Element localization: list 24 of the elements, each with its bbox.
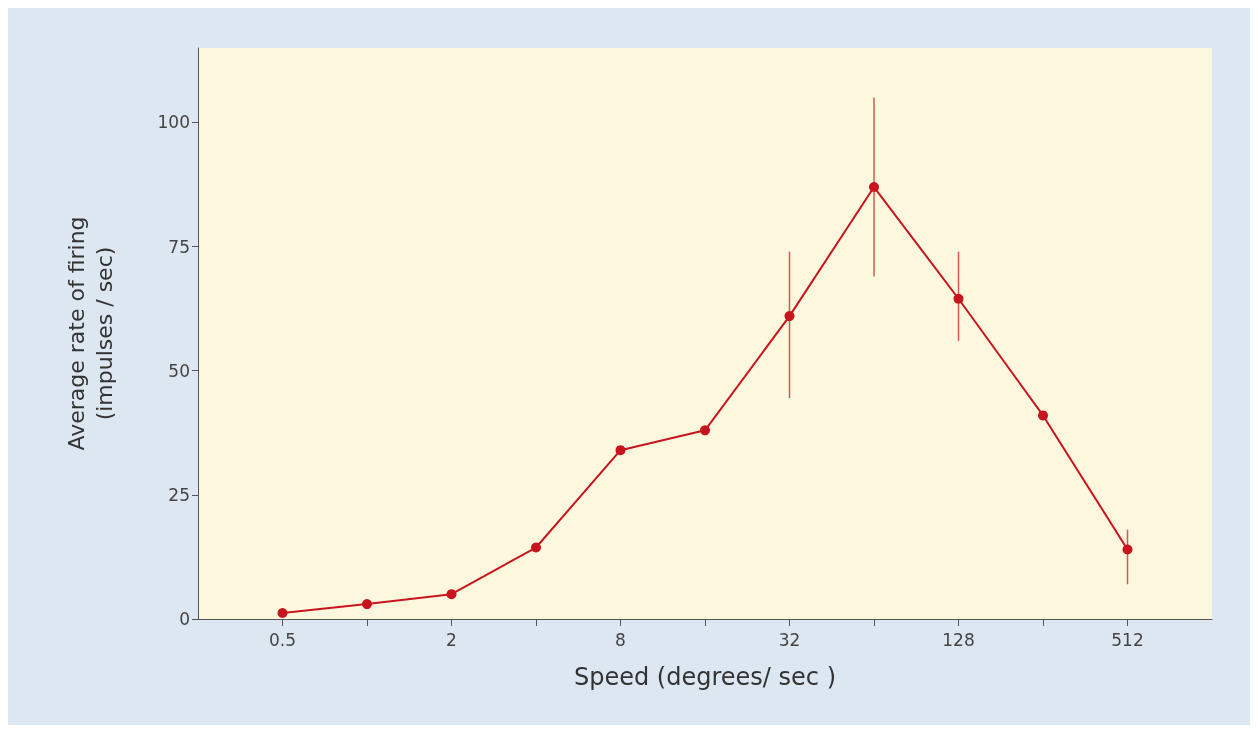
x-tick-label: 2 [446, 629, 457, 650]
x-tick-label: 128 [942, 629, 975, 650]
point [277, 608, 288, 619]
x-tick-label: 0.5 [268, 629, 297, 650]
x-axis-title: Speed (degrees/ sec ) [573, 663, 837, 691]
point [531, 542, 541, 553]
x-tick-label: 8 [615, 629, 626, 650]
point [362, 599, 372, 610]
point [446, 589, 457, 600]
point [700, 425, 710, 436]
x-tick-label: 32 [778, 629, 801, 650]
x-tick-label: 512 [1111, 629, 1144, 650]
point [615, 445, 626, 456]
point [953, 293, 964, 304]
y-tick-label: 0 [179, 609, 190, 629]
point [1122, 544, 1133, 555]
point [784, 311, 795, 322]
y-tick-label: 100 [157, 112, 190, 133]
y-tick-label: 25 [168, 484, 190, 505]
y-axis-title: Average rate of firing (impulses / sec) [63, 216, 117, 451]
y-tick-label: 75 [168, 236, 190, 257]
point [869, 182, 879, 193]
y-tick-label: 50 [168, 360, 190, 381]
point [1038, 410, 1048, 421]
